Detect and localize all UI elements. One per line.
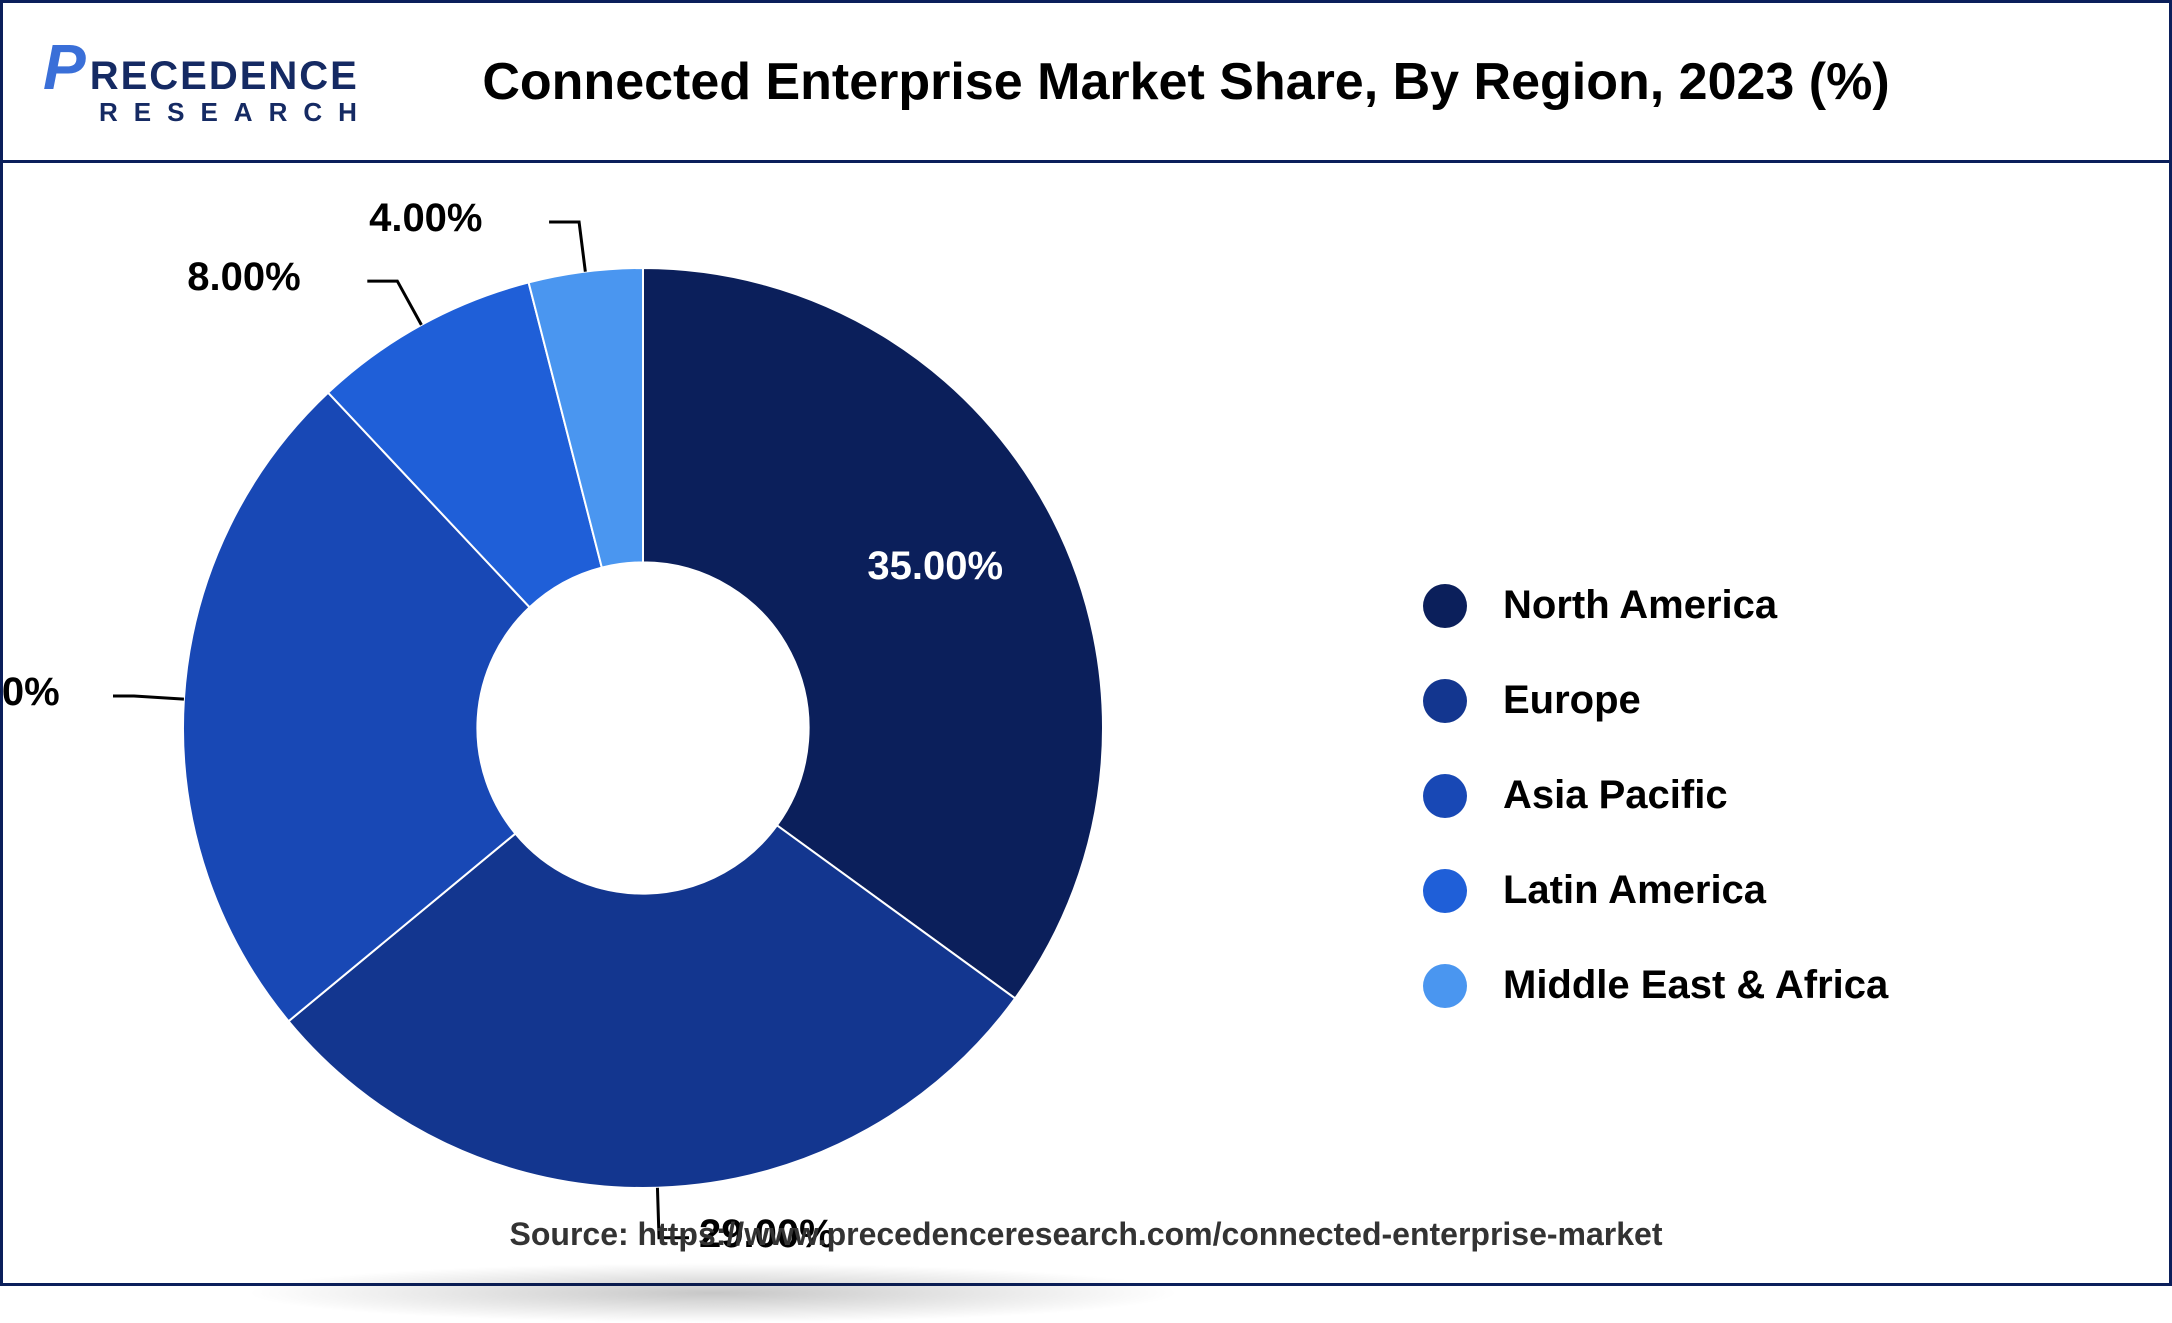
legend-swatch (1423, 774, 1467, 818)
leader-line (367, 281, 421, 325)
legend-label: Asia Pacific (1503, 773, 1728, 818)
legend-item: North America (1423, 583, 1888, 628)
brand-logo-rest: RECEDENCE (90, 56, 359, 96)
brand-logo-p: P (43, 35, 86, 99)
slice-label: 8.00% (187, 255, 300, 300)
legend-swatch (1423, 584, 1467, 628)
brand-logo-sub: RESEARCH (99, 97, 373, 128)
chart-title: Connected Enterprise Market Share, By Re… (443, 52, 2129, 112)
slice-label: 35.00% (867, 544, 1003, 589)
legend-item: Asia Pacific (1423, 773, 1888, 818)
chart-body: 35.00%29.00%24.00%8.00%4.00% North Ameri… (3, 163, 2169, 1283)
legend-label: Latin America (1503, 868, 1766, 913)
legend: North America Europe Asia Pacific Latin Ame… (1423, 583, 1888, 1008)
donut-hole (477, 562, 808, 893)
slice-label: 4.00% (369, 196, 482, 241)
brand-logo-top: P RECEDENCE (43, 35, 359, 99)
donut-svg (113, 198, 1173, 1258)
leader-line (549, 222, 585, 272)
source-line: Source: https://www.precedenceresearch.c… (3, 1216, 2169, 1253)
legend-swatch (1423, 869, 1467, 913)
chart-shadow (243, 1263, 1183, 1323)
donut-chart: 35.00%29.00%24.00%8.00%4.00% (113, 198, 1173, 1258)
legend-swatch (1423, 679, 1467, 723)
legend-label: Europe (1503, 678, 1641, 723)
brand-logo: P RECEDENCE RESEARCH (43, 35, 403, 128)
leader-line (113, 696, 184, 699)
legend-item: Latin America (1423, 868, 1888, 913)
chart-header: P RECEDENCE RESEARCH Connected Enterpris… (3, 3, 2169, 163)
legend-item: Europe (1423, 678, 1888, 723)
legend-item: Middle East & Africa (1423, 963, 1888, 1008)
legend-swatch (1423, 964, 1467, 1008)
legend-label: Middle East & Africa (1503, 963, 1888, 1008)
slice-label: 24.00% (0, 670, 60, 715)
legend-label: North America (1503, 583, 1777, 628)
chart-card: P RECEDENCE RESEARCH Connected Enterpris… (0, 0, 2172, 1286)
